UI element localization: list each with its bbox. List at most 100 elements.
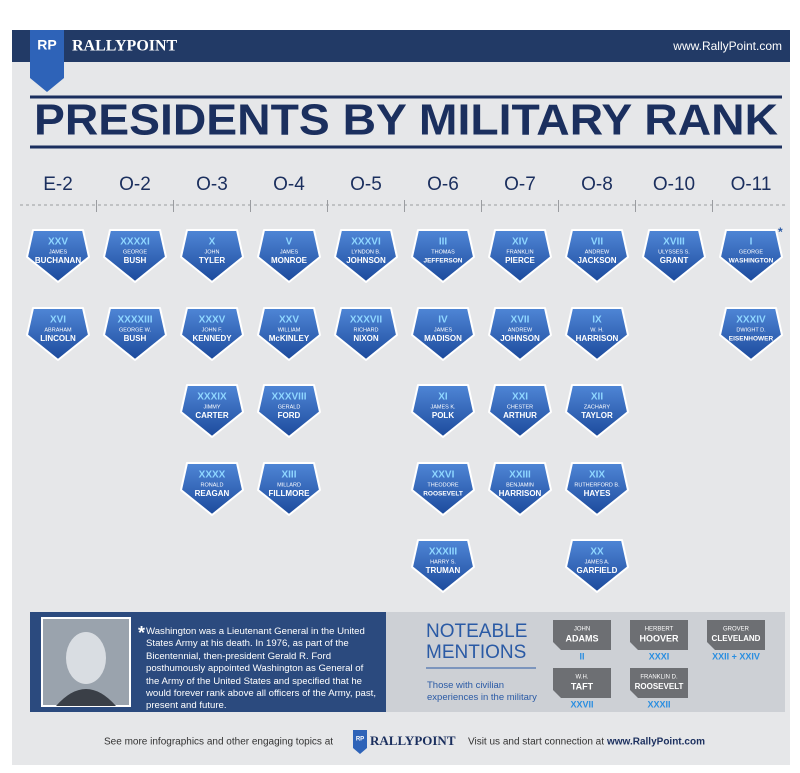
footer-logo: RP — [356, 737, 364, 743]
title: PRESIDENTS BY MILITARY RANK — [34, 96, 778, 145]
badge — [26, 307, 90, 361]
footer-url[interactable]: www.RallyPoint.com — [606, 737, 705, 748]
mention-number: XXVII — [570, 699, 593, 709]
badge — [257, 384, 321, 438]
president-last-name: BUCHANAN — [35, 256, 81, 265]
url[interactable]: www.RallyPoint.com — [672, 39, 782, 53]
badge — [180, 462, 244, 516]
mention-tag — [553, 668, 611, 698]
badge — [26, 229, 90, 283]
president-first-name: THEODORE — [427, 482, 459, 488]
mention-number: XXXII — [647, 699, 670, 709]
president-last-name: GRANT — [660, 256, 689, 265]
footer-text: Visit us and start connection at — [468, 737, 604, 748]
logo-shield — [30, 30, 64, 92]
portrait-face — [66, 632, 106, 684]
badge — [334, 307, 398, 361]
mention-tag — [707, 620, 765, 650]
president-first-name: CHESTER — [507, 404, 533, 410]
president-number: XVIII — [663, 237, 685, 248]
president-number: XXXVI — [351, 237, 381, 248]
badge — [411, 384, 475, 438]
mention-first-name: HERBERT — [645, 627, 674, 633]
mention-first-name: JOHN — [574, 627, 590, 633]
header-bar — [12, 30, 790, 62]
president-first-name: MILLARD — [277, 482, 301, 488]
president-first-name: THOMAS — [431, 249, 455, 255]
rank-label: O-2 — [119, 174, 151, 195]
rank-label: O-8 — [581, 174, 613, 195]
badge — [565, 462, 629, 516]
president-number: XXXXIII — [117, 315, 152, 326]
president-last-name: MADISON — [424, 334, 462, 343]
mention-last-name: CLEVELAND — [712, 634, 761, 643]
president-last-name: EISENHOWER — [729, 336, 774, 343]
mention-last-name: HOOVER — [639, 633, 679, 643]
badge — [103, 307, 167, 361]
president-number: XXXVII — [350, 315, 382, 326]
brand[interactable]: RALLYPOINT — [72, 38, 178, 55]
president-number: XII — [591, 392, 603, 403]
president-number: I — [750, 237, 753, 248]
badge — [180, 229, 244, 283]
badge — [411, 229, 475, 283]
president-first-name: LYNDON B. — [351, 249, 381, 255]
badge — [257, 229, 321, 283]
president-first-name: ABRAHAM — [44, 327, 72, 333]
badge — [565, 539, 629, 593]
president-last-name: McKINLEY — [269, 334, 310, 343]
president-number: XVI — [50, 315, 66, 326]
president-number: XXXIX — [197, 392, 227, 403]
mention-last-name: TAFT — [571, 681, 594, 691]
president-last-name: KENNEDY — [192, 334, 232, 343]
badge — [257, 307, 321, 361]
badge — [180, 384, 244, 438]
president-first-name: JAMES — [49, 249, 68, 255]
president-last-name: ROOSEVELT — [423, 491, 463, 498]
badge — [180, 307, 244, 361]
president-last-name: JOHNSON — [346, 256, 386, 265]
president-first-name: JOHN F. — [202, 327, 223, 333]
president-number: XXVI — [432, 470, 455, 481]
footer-brand[interactable]: RALLYPOINT — [370, 733, 456, 748]
president-first-name: JAMES — [434, 327, 453, 333]
president-last-name: JEFFERSON — [423, 258, 462, 265]
president-number: XIII — [281, 470, 296, 481]
president-number: XXXIII — [429, 547, 458, 558]
president-first-name: FRANKLIN — [506, 249, 533, 255]
badge — [411, 307, 475, 361]
president-number: V — [286, 237, 293, 248]
president-number: III — [439, 237, 448, 248]
president-first-name: JOHN — [205, 249, 220, 255]
president-first-name: ANDREW — [508, 327, 533, 333]
mention-number: XXII + XXIV — [712, 651, 760, 661]
president-number: XX — [590, 547, 604, 558]
president-first-name: RUTHERFORD B. — [574, 482, 620, 488]
president-first-name: HARRY S. — [430, 559, 456, 565]
mention-first-name: W.H. — [576, 675, 589, 681]
mentions-title: MENTIONS — [426, 642, 526, 663]
president-last-name: FORD — [278, 411, 301, 420]
president-last-name: POLK — [432, 411, 454, 420]
mention-tag — [553, 620, 611, 650]
president-last-name: HARRISON — [499, 489, 542, 498]
president-number: XXXXI — [120, 237, 150, 248]
president-first-name: RICHARD — [353, 327, 378, 333]
badge — [411, 462, 475, 516]
president-last-name: PIERCE — [505, 256, 535, 265]
president-number: XVII — [511, 315, 530, 326]
note-mark: * — [138, 623, 145, 643]
president-first-name: JAMES — [280, 249, 299, 255]
president-number: XI — [438, 392, 448, 403]
president-last-name: JACKSON — [577, 256, 616, 265]
asterisk: * — [778, 225, 783, 239]
rank-label: E-2 — [43, 174, 73, 195]
president-first-name: W. H. — [590, 327, 604, 333]
rank-label: O-10 — [653, 174, 695, 195]
mention-tag — [630, 668, 688, 698]
president-last-name: GARFIELD — [577, 566, 618, 575]
mention-first-name: FRANKLIN D. — [640, 675, 678, 681]
president-number: VII — [591, 237, 603, 248]
badge — [488, 462, 552, 516]
